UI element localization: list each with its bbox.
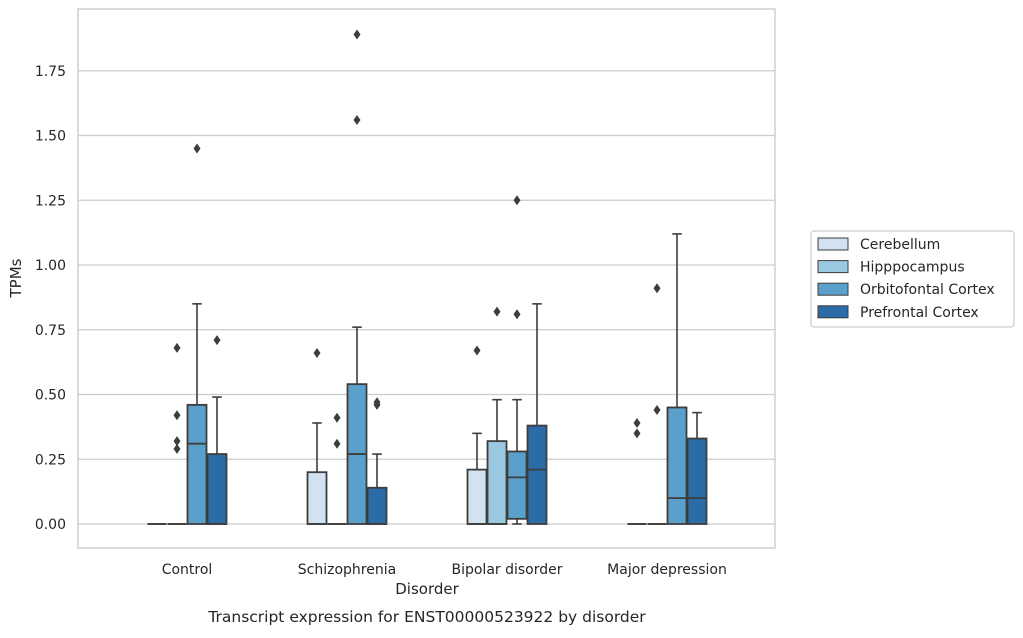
legend-swatch — [817, 305, 849, 319]
legend-label: Hipppocampus — [860, 260, 965, 276]
legend-swatch — [817, 282, 849, 296]
y-tick-label: 1.75 — [35, 64, 66, 80]
box-rect — [486, 440, 508, 525]
outlier-point — [513, 309, 521, 320]
legend-label: Cerebellum — [860, 237, 940, 253]
box-prefrontal-cortex — [526, 303, 548, 525]
x-tick-label: Major depression — [607, 562, 727, 578]
box-rect — [466, 468, 488, 525]
outlier-point — [193, 143, 201, 154]
box-cerebellum — [627, 417, 647, 525]
y-axis-label: TPMs — [7, 258, 25, 298]
outlier-point — [473, 345, 481, 356]
box-rect — [306, 471, 328, 525]
legend: Cerebellum Hipppocampus Orbitofontal Corte… — [810, 230, 1015, 328]
x-tick-label: Schizophrenia — [298, 562, 396, 578]
legend-swatch — [817, 237, 849, 251]
outlier-point — [653, 405, 661, 416]
box-rect — [206, 453, 228, 525]
box-hipppocampus — [327, 412, 347, 525]
box-orbitofontal-cortex — [666, 233, 688, 525]
outlier-point — [173, 342, 181, 353]
legend-frame — [810, 230, 1015, 328]
box-cerebellum — [466, 345, 488, 525]
y-tick-label: 0.75 — [35, 323, 66, 339]
box-rect — [366, 486, 388, 525]
y-tick-label: 1.25 — [35, 193, 66, 209]
box-orbitofontal-cortex — [346, 29, 368, 525]
y-tick-label: 0.00 — [35, 517, 66, 533]
box-orbitofontal-cortex — [186, 143, 208, 525]
x-tick-label: Bipolar disorder — [451, 562, 562, 578]
chart-title: Transcript expression for ENST0000052392… — [207, 608, 646, 626]
x-axis-label: Disorder — [395, 580, 459, 598]
box-rect — [526, 424, 548, 525]
box-prefrontal-cortex — [686, 411, 708, 525]
y-tick-label: 0.50 — [35, 388, 66, 404]
legend-label: Orbitofontal Cortex — [860, 282, 995, 298]
legend-swatch — [817, 260, 849, 274]
box-prefrontal-cortex — [206, 335, 228, 525]
outlier-point — [373, 397, 381, 408]
outlier-point — [353, 29, 361, 40]
outlier-point — [313, 348, 321, 359]
legend-label: Prefrontal Cortex — [860, 305, 979, 321]
box-rect — [506, 450, 528, 520]
box-orbitofontal-cortex — [506, 195, 528, 525]
outlier-point — [173, 436, 181, 447]
outlier-point — [493, 306, 501, 317]
outlier-point — [213, 335, 221, 346]
outlier-point — [173, 443, 181, 454]
outlier-point — [633, 428, 641, 439]
y-tick-label: 0.25 — [35, 452, 66, 468]
outlier-point — [633, 417, 641, 428]
box-hipppocampus — [647, 283, 667, 525]
x-tick-label: Control — [162, 562, 213, 578]
box-rect — [686, 437, 708, 525]
y-tick-label: 1.50 — [35, 129, 66, 145]
box-rect — [186, 403, 208, 525]
outlier-point — [513, 195, 521, 206]
plot-frame — [77, 8, 776, 549]
box-rect — [666, 406, 688, 525]
outlier-point — [333, 438, 341, 449]
box-hipppocampus — [167, 342, 187, 525]
outlier-point — [353, 114, 361, 125]
y-tick-label: 1.00 — [35, 258, 66, 274]
outlier-point — [653, 283, 661, 294]
outlier-point — [333, 412, 341, 423]
box-cerebellum — [306, 348, 328, 525]
outlier-point — [173, 410, 181, 421]
box-prefrontal-cortex — [366, 397, 388, 525]
box-hipppocampus — [486, 306, 508, 525]
